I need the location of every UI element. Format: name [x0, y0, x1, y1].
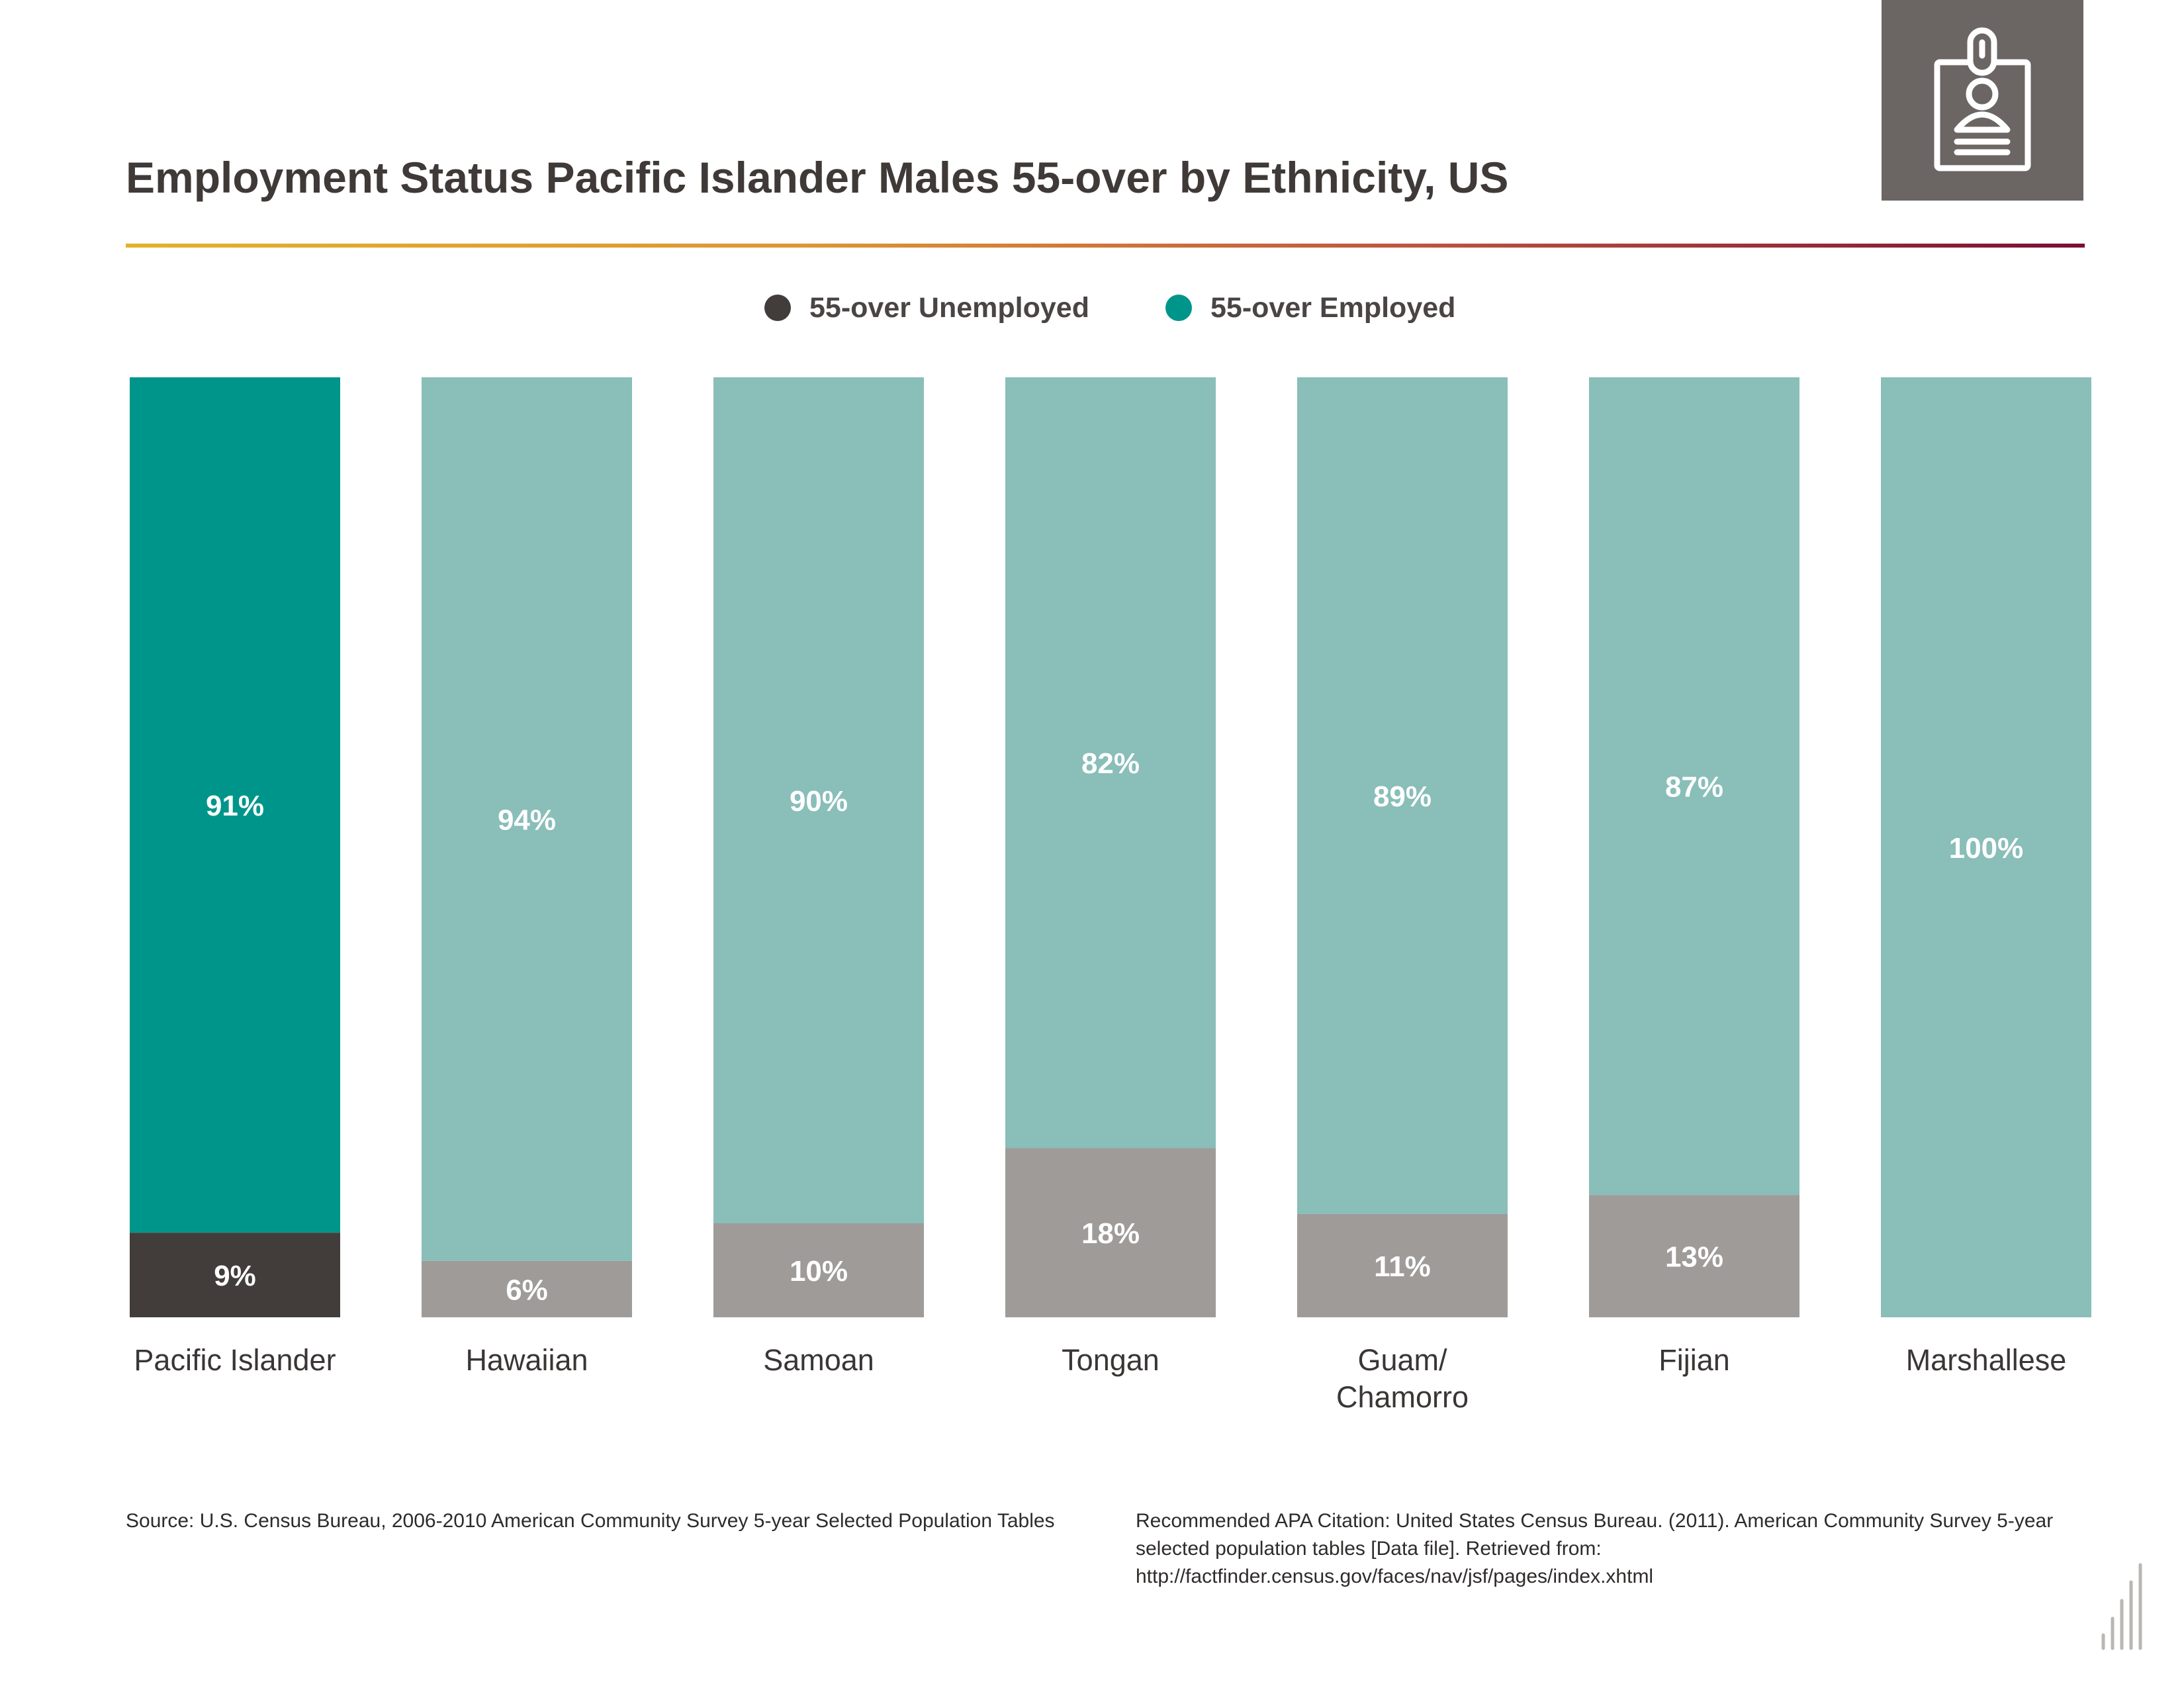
data-label-unemployed: 11%	[1374, 1250, 1431, 1283]
legend-item-employed: 55-over Employed	[1165, 288, 1455, 328]
citation-note: Recommended APA Citation: United States …	[1136, 1510, 2054, 1587]
category-label: Fijian	[1659, 1343, 1730, 1377]
category-label: Tongan	[1062, 1343, 1160, 1377]
category-label: Chamorro	[1336, 1380, 1469, 1414]
data-label-employed: 90%	[790, 785, 848, 818]
data-label-employed: 82%	[1081, 747, 1140, 780]
bar-employed	[713, 377, 924, 1223]
data-label-unemployed: 10%	[790, 1255, 848, 1288]
bar-group: 91% 9% Pacific Islander	[130, 377, 340, 1377]
data-label-employed: 91%	[206, 790, 264, 822]
data-label-employed: 100%	[1949, 832, 2024, 865]
bars-logo-icon	[2101, 1563, 2142, 1650]
bar-group: 100% Marshallese	[1881, 377, 2091, 1377]
bar-unemployed	[1297, 1213, 1508, 1317]
bar-employed	[422, 377, 632, 1261]
bar-unemployed	[1005, 1148, 1216, 1317]
bar-unemployed	[422, 1260, 632, 1317]
category-label: Pacific Islander	[134, 1343, 336, 1377]
data-label-employed: 89%	[1373, 780, 1432, 813]
legend-swatch-employed	[1165, 295, 1192, 321]
legend-item-unemployed: 55-over Unemployed	[764, 288, 1089, 328]
bar-unemployed	[1589, 1195, 1799, 1317]
bar-group: 90% 10% Samoan	[713, 377, 924, 1377]
legend-label-unemployed: 55-over Unemployed	[809, 291, 1089, 324]
bar-group: 82% 18% Tongan	[1005, 377, 1216, 1377]
data-label-unemployed: 13%	[1665, 1241, 1723, 1274]
badge-tile	[1882, 0, 2083, 201]
category-label: Hawaiian	[465, 1343, 588, 1377]
category-label: Guam/	[1357, 1343, 1447, 1377]
title-divider	[126, 244, 2085, 248]
bar-employed	[1881, 377, 2091, 1317]
bar-employed	[1589, 377, 1799, 1196]
bar-employed	[1297, 377, 1508, 1214]
bar-group: 89% 11% Guam/Chamorro	[1297, 377, 1508, 1414]
legend: 55-over Unemployed 55-over Employed	[0, 288, 2184, 328]
data-label-employed: 94%	[498, 804, 556, 836]
bar-group: 87% 13% Fijian	[1589, 377, 1799, 1377]
category-label: Marshallese	[1906, 1343, 2067, 1377]
chart-title: Employment Status Pacific Islander Males…	[126, 153, 1509, 202]
category-label: Samoan	[763, 1343, 874, 1377]
id-badge-icon	[1934, 27, 2031, 171]
data-label-unemployed: 18%	[1081, 1217, 1140, 1250]
source-note: Source: U.S. Census Bureau, 2006-2010 Am…	[126, 1510, 1055, 1532]
stacked-bar-chart: 91% 9% Pacific Islander 94% 6% Hawaiian 90% 10%…	[130, 377, 2091, 1414]
bar-unemployed	[130, 1233, 340, 1317]
bar-group: 94% 6% Hawaiian	[422, 377, 632, 1377]
data-label-employed: 87%	[1665, 771, 1723, 804]
bar-employed	[1005, 377, 1216, 1149]
data-label-unemployed: 9%	[214, 1260, 256, 1292]
legend-label-employed: 55-over Employed	[1210, 291, 1456, 324]
bar-employed	[130, 377, 340, 1233]
legend-swatch-unemployed	[764, 295, 791, 321]
bar-unemployed	[713, 1223, 924, 1317]
data-label-unemployed: 6%	[506, 1274, 548, 1306]
